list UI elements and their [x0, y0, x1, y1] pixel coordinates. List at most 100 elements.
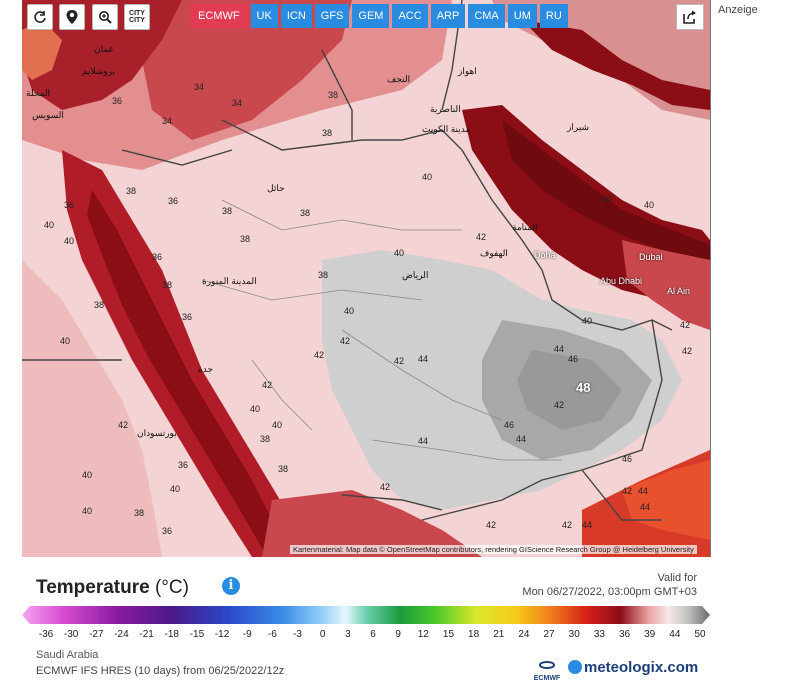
info-icon[interactable]: i [222, 577, 240, 595]
tab-uk[interactable]: UK [250, 4, 278, 28]
temp-label: 36 [162, 526, 173, 536]
colorbar-tick-label: -27 [89, 629, 104, 640]
temp-label: 40 [60, 336, 71, 346]
colorbar-tick-label: 39 [644, 629, 656, 640]
place-jeddah: جدة [198, 364, 214, 374]
temp-label: 46 [622, 454, 633, 464]
colorbar-tick-label: 15 [442, 629, 455, 640]
colorbar-tick-label: 36 [618, 629, 631, 640]
colorbar-tick-label: -6 [267, 629, 277, 640]
temp-label: 40 [272, 420, 283, 430]
temp-label: 46 [568, 354, 579, 364]
city-labels-button[interactable]: CITY CITY [124, 4, 150, 30]
legend-title: Temperature (°C) [36, 577, 189, 599]
share-button[interactable] [676, 4, 704, 30]
temp-label: 34 [194, 82, 205, 92]
place-manama: المنامة [512, 222, 538, 232]
zoom-icon [99, 11, 112, 24]
temp-label: 42 [554, 400, 565, 410]
colorbar-tick-label: -36 [38, 629, 54, 640]
tab-um[interactable]: UM [507, 4, 537, 28]
place-hail: حائل [267, 183, 285, 193]
meteologix-brand[interactable]: meteologix.com [568, 659, 698, 676]
ecmwf-logo[interactable]: ECMWF [530, 657, 564, 682]
location-button[interactable] [59, 4, 85, 30]
temp-label: 44 [638, 486, 649, 496]
place-riyadh: الرياض [402, 270, 429, 280]
colorbar-tick-label: 9 [395, 629, 401, 640]
map-view[interactable]: عمان يروشلايم المحلة السويس النجف اهواز … [22, 0, 711, 557]
ecmwf-logo-icon [538, 661, 556, 669]
temp-label: 42 [476, 232, 487, 242]
meteologix-brand-text: meteologix.com [584, 659, 699, 676]
place-kuwait: مدينة الكويت [422, 124, 471, 134]
temp-label: 40 [344, 306, 355, 316]
temp-label: 40 [582, 316, 593, 326]
temp-label: 40 [82, 506, 93, 516]
place-suez: السويس [32, 110, 64, 120]
temp-label: 40 [602, 194, 613, 204]
temp-label: 40 [250, 404, 261, 414]
tab-ru[interactable]: RU [539, 4, 568, 28]
temp-label: 46 [504, 420, 515, 430]
place-najaf: النجف [387, 74, 411, 84]
temp-label: 42 [314, 350, 325, 360]
tab-icn[interactable]: ICN [280, 4, 312, 28]
temp-label: 42 [682, 346, 693, 356]
model-tabs: ECMWF UK ICN GFS GEM ACC ARP CMA UM RU [190, 4, 568, 28]
temperature-map [22, 0, 710, 557]
place-mahalla: المحلة [26, 88, 51, 98]
place-jerusalem: يروشلايم [82, 66, 116, 76]
tab-arp[interactable]: ARP [430, 4, 466, 28]
temp-label: 42 [394, 356, 405, 366]
temp-label: 44 [418, 436, 429, 446]
temp-label: 42 [562, 520, 573, 530]
colorbar-tick-label: -12 [214, 629, 230, 640]
colorbar-tick-label: 50 [694, 629, 706, 640]
tab-acc[interactable]: ACC [392, 4, 428, 28]
tab-cma[interactable]: CMA [468, 4, 505, 28]
reload-button[interactable] [27, 4, 53, 30]
colorbar-tick-label: -21 [139, 629, 154, 640]
place-ahvaz: اهواز [458, 66, 477, 76]
temp-label: 42 [118, 420, 129, 430]
temp-label: 42 [622, 486, 633, 496]
temp-label: 44 [582, 520, 593, 530]
map-attribution[interactable]: Kartenmaterial: Map data © OpenStreetMap… [290, 545, 697, 554]
temp-label: 40 [394, 248, 405, 258]
colorbar-tick-label: 6 [370, 629, 376, 640]
temp-label: 38 [260, 434, 271, 444]
tab-ecmwf[interactable]: ECMWF [190, 4, 248, 28]
temp-label: 38 [222, 206, 233, 216]
temp-label: 42 [680, 320, 691, 330]
temp-label: 36 [112, 96, 123, 106]
temp-label: 38 [134, 508, 145, 518]
temp-label: 38 [328, 90, 339, 100]
temp-label: 40 [64, 236, 75, 246]
temp-label: 36 [64, 200, 75, 210]
ecmwf-logo-text: ECMWF [533, 675, 561, 682]
temp-label: 38 [322, 128, 333, 138]
zoom-button[interactable] [92, 4, 118, 30]
valid-for-label: Valid for [657, 572, 697, 584]
place-shiraz: شيراز [567, 122, 590, 132]
temp-label: 42 [340, 336, 351, 346]
temp-label: 34 [162, 116, 173, 126]
temp-label: 40 [44, 220, 55, 230]
colorbar-tick-label: 21 [493, 629, 505, 640]
colorbar-tick-label: 44 [669, 629, 681, 640]
temperature-colorbar [22, 606, 710, 624]
max-temp-label: 48 [576, 380, 591, 395]
temp-label: 38 [300, 208, 311, 218]
colorbar-tick-label: 12 [417, 629, 429, 640]
tab-gem[interactable]: GEM [352, 4, 390, 28]
place-al-ain: Al Ain [667, 286, 691, 296]
place-abu-dhabi: Abu Dhabi [600, 276, 643, 286]
temp-label: 36 [178, 460, 189, 470]
place-dubai: Dubai [639, 252, 663, 262]
legend-unit: (°C) [154, 577, 189, 598]
tab-gfs[interactable]: GFS [314, 4, 350, 28]
temp-label: 44 [554, 344, 565, 354]
colorbar-tick-label: 0 [319, 629, 326, 640]
colorbar-tick-label: 27 [543, 629, 555, 640]
